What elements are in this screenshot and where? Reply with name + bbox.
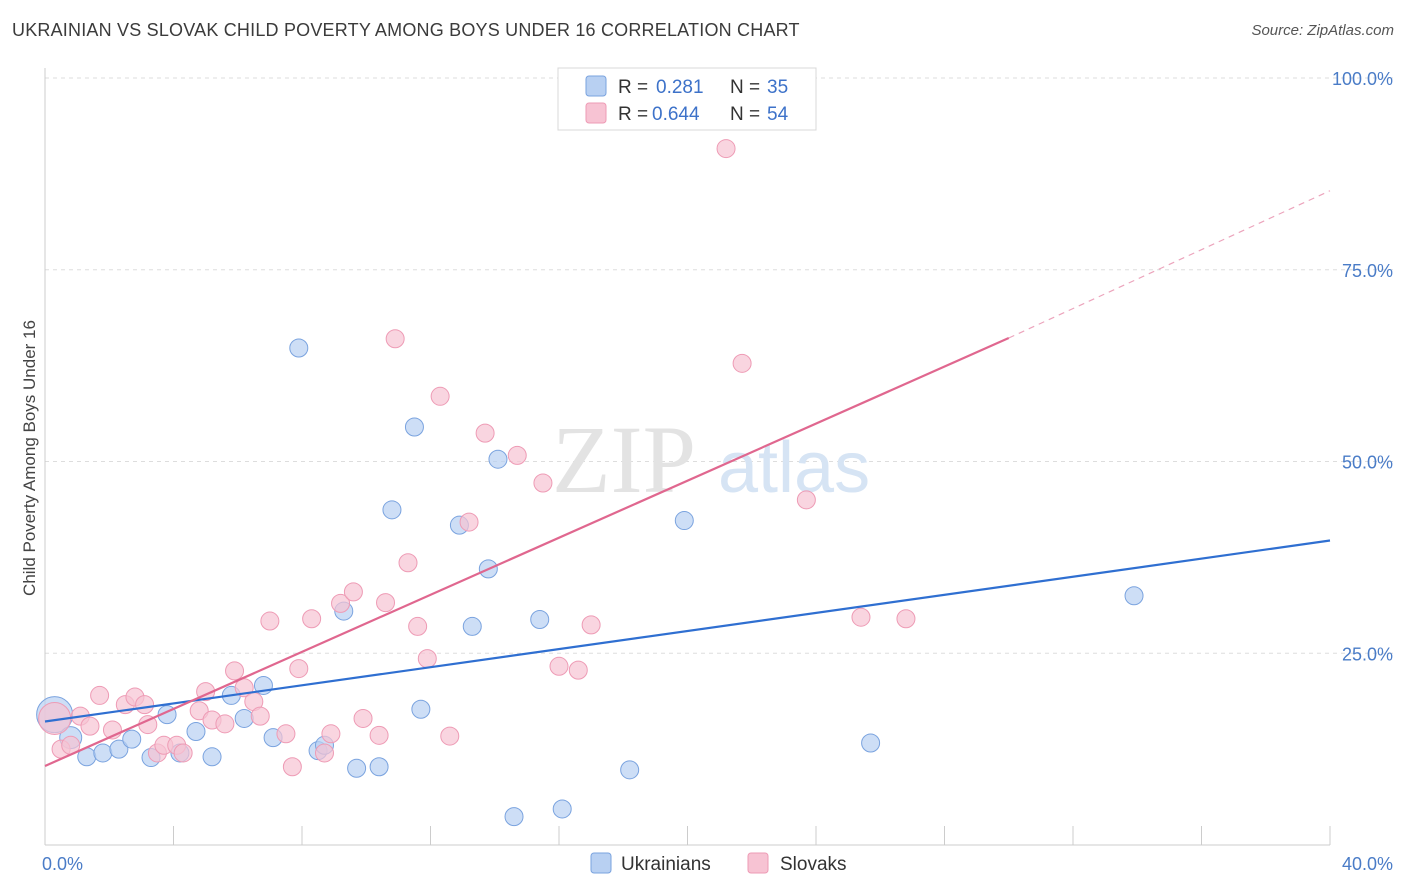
ukrainians-point-23 — [411, 699, 431, 719]
slovaks-point-28 — [314, 743, 334, 763]
ukrainians-point-15 — [289, 338, 309, 358]
ukrainians-point-31 — [620, 760, 640, 780]
slovaks-point-5 — [90, 685, 110, 705]
slovaks-point-27 — [302, 609, 322, 629]
legend-r-label-ukrainians: R = — [618, 77, 648, 98]
slovaks-point-51 — [796, 490, 816, 510]
slovaks-point-23 — [260, 611, 280, 631]
ukrainians-point-30 — [552, 799, 572, 819]
y-tick-label-0: 25.0% — [1342, 644, 1393, 664]
slovaks-point-53 — [896, 609, 916, 629]
slovaks-point-30 — [331, 593, 351, 613]
ukrainians-point-12 — [234, 708, 254, 728]
slovaks-point-42 — [475, 423, 495, 443]
watermark-atlas: atlas — [718, 428, 870, 508]
legend-box: R = 0.281 N = 35 R = 0.644 N = 54 — [557, 67, 817, 131]
x-tick-label-min: 0.0% — [42, 854, 83, 874]
ukrainians-point-20 — [369, 757, 389, 777]
source-label: Source: ZipAtlas.com — [1251, 22, 1394, 39]
slovaks-point-45 — [549, 656, 569, 676]
bottom-legend-swatch-slovaks — [747, 852, 769, 874]
slovaks-point-36 — [398, 553, 418, 573]
ukrainians-point-10 — [202, 747, 222, 767]
chart-title: UKRAINIAN VS SLOVAK CHILD POVERTY AMONG … — [12, 20, 800, 40]
ukrainians-point-27 — [488, 449, 508, 469]
ukrainians-point-34 — [1124, 586, 1144, 606]
slovaks-point-40 — [440, 726, 460, 746]
slovaks-point-26 — [289, 659, 309, 679]
slovaks-point-15 — [189, 701, 209, 721]
slovaks-point-43 — [507, 445, 527, 465]
ukrainians-point-5 — [122, 729, 142, 749]
legend-n-value-slovaks: 54 — [767, 104, 789, 125]
legend-r-value-ukrainians: 0.281 — [656, 77, 704, 98]
slovaks-point-19 — [225, 661, 245, 681]
y-tick-label-2: 75.0% — [1342, 261, 1393, 281]
legend-r-value-slovaks: 0.644 — [652, 104, 700, 125]
slovaks-point-49 — [716, 139, 736, 159]
slovaks-point-9 — [135, 695, 155, 715]
legend-r-label-slovaks: R = — [618, 104, 648, 125]
bottom-legend: Ukrainians Slovaks — [590, 852, 847, 875]
ukrainians-point-25 — [462, 616, 482, 636]
ukrainians-point-4 — [109, 739, 129, 759]
watermark: ZIP atlas — [552, 406, 870, 513]
y-axis-label: Child Poverty Among Boys Under 16 — [20, 320, 39, 596]
slovaks-point-31 — [343, 582, 363, 602]
ukrainians-point-21 — [382, 500, 402, 520]
legend-n-label-slovaks: N = — [730, 104, 760, 125]
ukrainians-point-9 — [186, 721, 206, 741]
legend-swatch-slovaks — [585, 102, 607, 124]
trend-line-slovaks-extension — [1008, 190, 1331, 339]
legend-swatch-ukrainians — [585, 75, 607, 97]
ukrainians-point-32 — [674, 511, 694, 531]
bottom-legend-swatch-ukrainians — [590, 852, 612, 874]
ukrainians-point-28 — [504, 807, 524, 827]
slovaks-point-44 — [533, 473, 553, 493]
slovaks-point-29 — [321, 724, 341, 744]
trend-line-ukrainians — [44, 539, 1331, 723]
y-tick-label-3: 100.0% — [1332, 69, 1393, 89]
ukrainians-point-29 — [530, 610, 550, 630]
trend-line-slovaks — [44, 337, 1010, 768]
slovaks-point-22 — [250, 706, 270, 726]
y-tick-label-1: 50.0% — [1342, 453, 1393, 473]
slovaks-point-39 — [430, 386, 450, 406]
series-slovaks-points — [38, 68, 916, 777]
slovaks-point-24 — [276, 724, 296, 744]
slovaks-point-38 — [417, 649, 437, 669]
slovaks-point-4 — [80, 716, 100, 736]
ukrainians-point-19 — [347, 758, 367, 778]
x-tick-label-max: 40.0% — [1342, 854, 1393, 874]
slovaks-point-34 — [376, 593, 396, 613]
legend-n-label-ukrainians: N = — [730, 77, 760, 98]
watermark-zip: ZIP — [552, 406, 696, 513]
slovaks-point-32 — [353, 708, 373, 728]
ukrainians-point-33 — [861, 733, 881, 753]
slovaks-point-14 — [173, 743, 193, 763]
bottom-legend-label-ukrainians: Ukrainians — [621, 854, 711, 875]
slovaks-point-18 — [215, 714, 235, 734]
slovaks-point-46 — [568, 660, 588, 680]
slovaks-point-50 — [732, 353, 752, 373]
trend-lines — [44, 190, 1331, 768]
slovaks-point-35 — [385, 329, 405, 349]
slovaks-point-33 — [369, 725, 389, 745]
ukrainians-point-3 — [93, 743, 113, 763]
slovaks-point-37 — [408, 616, 428, 636]
legend-n-value-ukrainians: 35 — [767, 77, 788, 98]
bottom-legend-label-slovaks: Slovaks — [780, 854, 847, 875]
slovaks-point-25 — [282, 757, 302, 777]
slovaks-point-41 — [459, 512, 479, 532]
slovaks-point-52 — [851, 607, 871, 627]
y-tick-labels: 25.0% 50.0% 75.0% 100.0% — [1332, 69, 1393, 664]
grid-lines — [45, 77, 1395, 654]
ukrainians-point-22 — [404, 417, 424, 437]
slovaks-point-47 — [581, 615, 601, 635]
